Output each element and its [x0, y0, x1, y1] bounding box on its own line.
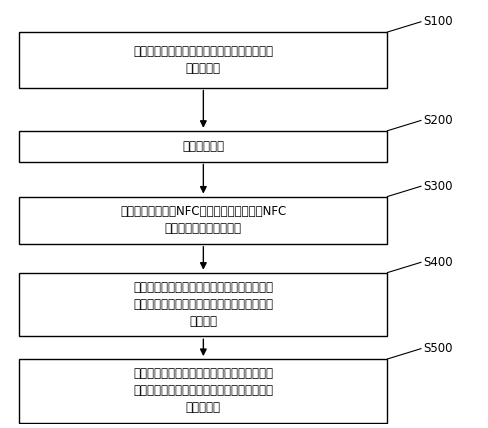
Bar — [19, 32, 387, 88]
Text: S300: S300 — [424, 180, 453, 193]
Text: 将请求链接编码为NFC传输数据格式，通过NFC
模块发送给第二移动终端: 将请求链接编码为NFC传输数据格式，通过NFC 模块发送给第二移动终端 — [120, 205, 286, 235]
Text: 第二移动终端根据第一移动终端发送的请求链
接与服务器建立连接，对应下载第一移动终端
上传的文件: 第二移动终端根据第一移动终端发送的请求链 接与服务器建立连接，对应下载第一移动终… — [133, 367, 273, 414]
Text: S100: S100 — [424, 15, 453, 28]
Text: 第一移动终端接收用户的操作指令，选择需要
发送的文件: 第一移动终端接收用户的操作指令，选择需要 发送的文件 — [133, 45, 273, 75]
Text: S500: S500 — [424, 342, 453, 355]
Bar — [19, 131, 387, 162]
Text: 第一移动终端与服务器建立连接，将请求链接
发送至服务器之后，再将需要发送的文件上传
至服务器: 第一移动终端与服务器建立连接，将请求链接 发送至服务器之后，再将需要发送的文件上… — [133, 281, 273, 328]
Bar — [19, 196, 387, 244]
Text: S400: S400 — [424, 256, 453, 269]
Text: S200: S200 — [424, 114, 453, 127]
Bar — [19, 273, 387, 336]
Text: 生成请求链接: 生成请求链接 — [183, 140, 224, 153]
Bar — [19, 359, 387, 423]
